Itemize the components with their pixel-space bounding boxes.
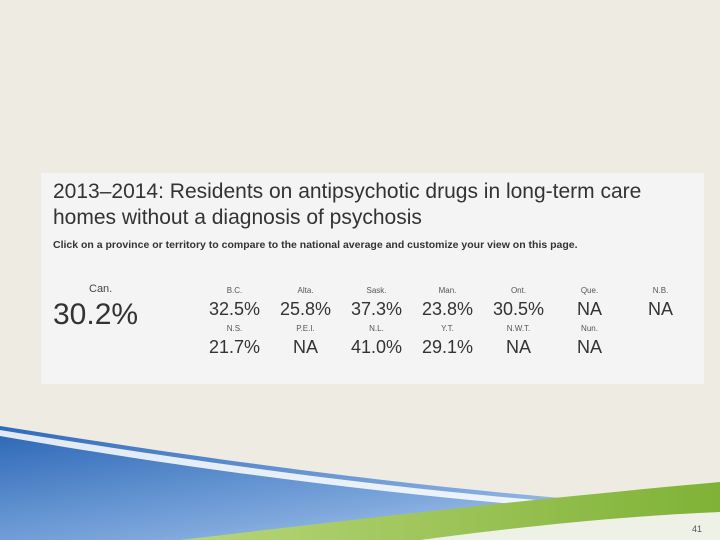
region-ont[interactable]: Ont. 30.5%	[483, 286, 554, 320]
region-yt[interactable]: Y.T. 29.1%	[412, 324, 483, 358]
region-value: NA	[505, 337, 531, 357]
region-code: Alta.	[297, 286, 314, 295]
footer-wave-decoration	[0, 426, 720, 540]
region-code: B.C.	[226, 286, 243, 295]
region-code: N.B.	[652, 286, 669, 295]
slide-number: 41	[691, 524, 702, 534]
region-value: 37.3%	[350, 299, 403, 319]
indicator-title: 2013–2014: Residents on antipsychotic dr…	[53, 180, 642, 229]
region-code: P.E.I.	[296, 324, 315, 333]
region-code: N.L.	[369, 324, 384, 333]
national-average: Can. 30.2%	[53, 283, 163, 332]
region-code: Sask.	[366, 286, 387, 295]
region-value: 25.8%	[279, 299, 332, 319]
national-value: 30.2%	[53, 298, 139, 331]
region-nl[interactable]: N.L. 41.0%	[341, 324, 412, 358]
region-value: 23.8%	[421, 299, 474, 319]
indicator-panel: 2013–2014: Residents on antipsychotic dr…	[41, 173, 704, 384]
region-code: Que.	[580, 286, 599, 295]
region-code: N.W.T.	[506, 324, 531, 333]
region-value: NA	[576, 299, 602, 319]
region-nb[interactable]: N.B. NA	[625, 286, 696, 320]
region-code: Nun.	[581, 324, 598, 333]
region-ns[interactable]: N.S. 21.7%	[199, 324, 270, 358]
region-value: NA	[576, 337, 602, 357]
region-value: 29.1%	[421, 337, 474, 357]
region-pei[interactable]: P.E.I. NA	[270, 324, 341, 358]
region-code: Man.	[438, 286, 457, 295]
region-value: 21.7%	[208, 337, 261, 357]
region-code: Ont.	[510, 286, 527, 295]
instruction-text: Click on a province or territory to comp…	[53, 239, 578, 251]
region-sask[interactable]: Sask. 37.3%	[341, 286, 412, 320]
region-grid: B.C. 32.5% Alta. 25.8% Sask. 37.3% Man. …	[199, 286, 699, 358]
region-bc[interactable]: B.C. 32.5%	[199, 286, 270, 320]
region-value: 32.5%	[208, 299, 261, 319]
region-value: NA	[647, 299, 673, 319]
region-value: NA	[292, 337, 318, 357]
light-band	[420, 512, 720, 540]
region-man[interactable]: Man. 23.8%	[412, 286, 483, 320]
region-value: 41.0%	[350, 337, 403, 357]
region-code: N.S.	[226, 324, 243, 333]
region-code: Y.T.	[441, 324, 454, 333]
national-label: Can.	[89, 283, 113, 295]
region-alta[interactable]: Alta. 25.8%	[270, 286, 341, 320]
region-nun[interactable]: Nun. NA	[554, 324, 625, 358]
region-nwt[interactable]: N.W.T. NA	[483, 324, 554, 358]
region-que[interactable]: Que. NA	[554, 286, 625, 320]
region-value: 30.5%	[492, 299, 545, 319]
